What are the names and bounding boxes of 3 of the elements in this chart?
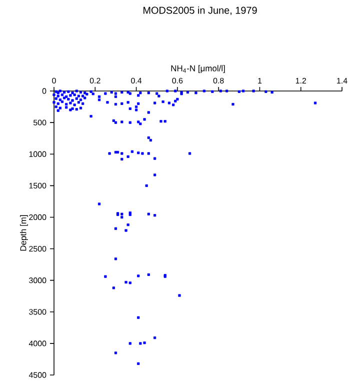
y-axis-title: Depth [m]: [20, 215, 28, 251]
chart-title: MODS2005 in June, 1979: [143, 6, 257, 16]
x-axis-title: NH$_{4}$-N [μmol/l]: [171, 65, 225, 73]
